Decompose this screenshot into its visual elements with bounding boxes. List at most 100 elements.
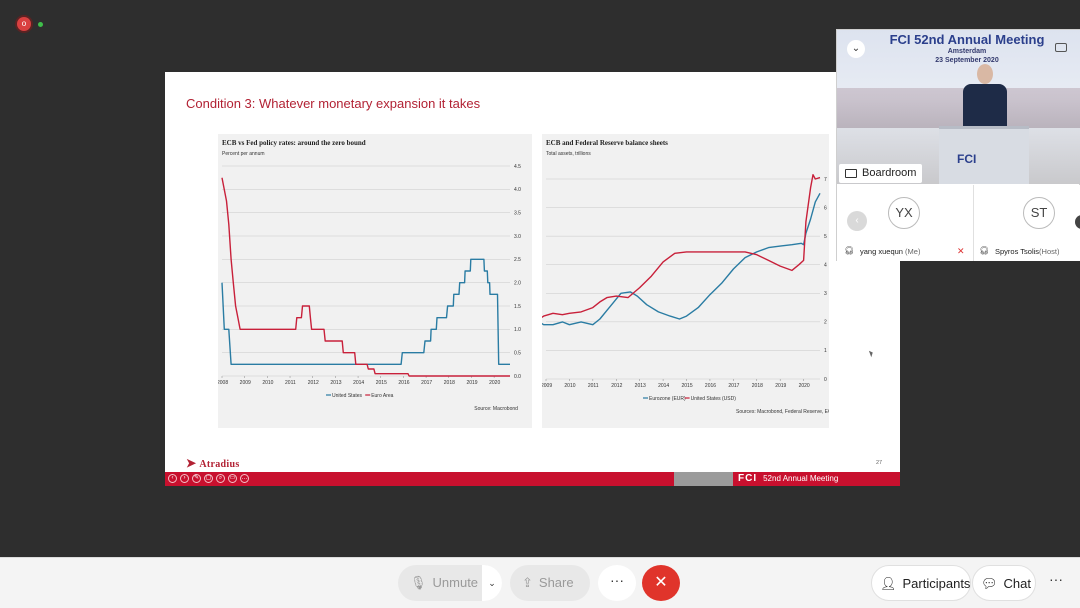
video-panel: FCI 52nd Annual Meeting Amsterdam 23 Sep… (836, 29, 1080, 261)
chat-label: Chat (1003, 576, 1031, 591)
x-tick-label: 2017 (728, 383, 739, 389)
share-label: Share (538, 575, 574, 590)
y-tick-label: 2 (824, 320, 827, 326)
x-tick-label: 2020 (799, 383, 810, 389)
x-tick-label: 2018 (752, 383, 763, 389)
chat-button[interactable]: 💬︎ Chat (972, 565, 1036, 601)
y-tick-label: 1.0 (514, 327, 521, 333)
headset-icon: 🎧︎ (979, 246, 990, 255)
series-line-a (542, 192, 821, 326)
status-dot-icon (38, 22, 43, 27)
unmute-button[interactable]: 🎙︎ Unmute ⌄ (398, 565, 502, 601)
y-tick-label: 7 (824, 177, 827, 183)
room-device-icon (845, 168, 857, 178)
next-slide-button[interactable]: › (180, 474, 189, 483)
series-line-b (221, 177, 510, 377)
footer-grey-block (674, 472, 733, 486)
page-number: 27 (876, 460, 883, 466)
banner-date: 23 September 2020 (935, 57, 999, 64)
participant-tiles: ‹ YX 🎧︎ yang xuequn (Me) ✕ ST 🎧︎ Spyros … (837, 185, 1080, 261)
y-tick-label: 2.0 (514, 280, 521, 286)
slide-footer-bar: ‹ › ✎ ▢ ⌕ ▭ … FCI 52nd Annual Meeting (165, 472, 900, 486)
speaker-head (977, 64, 993, 84)
chart-source: Sources: Macrobond, Federal Reserve, ECB (736, 409, 829, 415)
balance-sheets-chart: 0 1 2 3 4 5 6 7 2009 2010 2011 2012 2013 2014 2015 2016… (542, 134, 829, 428)
footer-brand-text: 52nd Annual Meeting (763, 474, 839, 483)
y-tick-label: 2.5 (514, 257, 521, 263)
speaker-video[interactable]: FCI 52nd Annual Meeting Amsterdam 23 Sep… (837, 30, 1080, 184)
more-options-button[interactable]: ··· (598, 565, 636, 601)
scroll-left-button[interactable]: ‹ (847, 211, 867, 231)
avatar[interactable]: ST (1023, 197, 1055, 229)
y-tick-label: 3.5 (514, 210, 521, 216)
backdrop-skyline (837, 88, 1080, 128)
x-tick-label: 2016 (398, 380, 409, 386)
chart-subtitle: Total assets, trillions (546, 151, 591, 157)
chevron-down-icon[interactable]: ⌄ (847, 40, 865, 58)
y-tick-label: 4 (824, 263, 827, 269)
x-tick-label: 2009 (542, 383, 552, 389)
minimize-icon[interactable] (1055, 43, 1067, 52)
x-tick-label: 2016 (705, 383, 716, 389)
series-line-b (542, 174, 821, 318)
x-tick-label: 2012 (308, 380, 319, 386)
y-tick-label: 5 (824, 234, 827, 240)
y-tick-label: 3 (824, 291, 827, 297)
record-icon[interactable]: o (17, 17, 31, 31)
event-banner: FCI 52nd Annual Meeting Amsterdam 23 Sep… (867, 32, 1067, 64)
slide-controls: ‹ › ✎ ▢ ⌕ ▭ … (168, 474, 249, 483)
x-tick-label: 2011 (285, 380, 296, 386)
muted-mic-icon: ✕ (957, 246, 965, 256)
participants-button[interactable]: 👤︎ Participants (871, 565, 971, 601)
y-tick-label: 4.0 (514, 187, 521, 193)
speaker-body (963, 84, 1007, 130)
room-name: Boardroom (862, 167, 917, 179)
person-icon: 👤︎ (880, 576, 897, 591)
x-tick-label: 2018 (444, 380, 455, 386)
end-call-button[interactable]: ✕ (642, 565, 680, 601)
policy-rates-chart-svg: 0.0 0.5 1.0 1.5 2.0 2.5 3.0 3.5 4.0 4.5 2008 2009 20… (218, 164, 521, 412)
fci-logo: FCI (738, 473, 758, 484)
participant-role: (Me) (905, 247, 921, 256)
legend-entry: United States (332, 393, 363, 399)
tile-divider (973, 185, 974, 261)
slides-overview-button[interactable]: ▢ (204, 474, 213, 483)
series-line-a (221, 258, 510, 365)
more-panels-button[interactable]: ··· (1049, 571, 1063, 587)
x-tick-label: 2008 (218, 380, 228, 386)
y-tick-label: 6 (824, 205, 827, 211)
share-icon: ⇪ (522, 575, 533, 590)
participant-name: Spyros Tsolis(Host) (995, 247, 1059, 256)
slide-more-button[interactable]: … (240, 474, 249, 483)
legend-entry: Eurozone (EUR) (649, 396, 686, 402)
x-tick-label: 2015 (376, 380, 387, 386)
room-label: Boardroom (839, 164, 923, 183)
banner-title: FCI 52nd Annual Meeting (889, 32, 1045, 47)
meeting-stage: o Condition 3: Whatever monetary expansi… (17, 17, 1080, 486)
legend-entry: Euro Area (371, 393, 393, 399)
y-tick-label: 4.5 (514, 164, 521, 170)
share-button[interactable]: ⇪ Share (510, 565, 590, 601)
subtitle-button[interactable]: ▭ (228, 474, 237, 483)
prev-slide-button[interactable]: ‹ (168, 474, 177, 483)
footer-brand: FCI 52nd Annual Meeting (738, 472, 838, 486)
avatar[interactable]: YX (888, 197, 920, 229)
participant-role: (Host) (1039, 247, 1060, 256)
lectern (939, 126, 1029, 184)
audio-options-button[interactable]: ⌄ (482, 565, 502, 601)
zoom-button[interactable]: ⌕ (216, 474, 225, 483)
y-tick-label: 1.5 (514, 304, 521, 310)
lectern-logo: FCI (957, 152, 977, 166)
x-tick-label: 2013 (330, 380, 341, 386)
atradius-logo: ➤ Atradius (186, 456, 240, 470)
scroll-right-button[interactable] (1075, 215, 1080, 229)
logo-text: Atradius (199, 459, 240, 470)
x-tick-label: 2015 (682, 383, 693, 389)
slide-title: Condition 3: Whatever monetary expansion… (186, 96, 481, 111)
x-tick-label: 2019 (466, 380, 477, 386)
shared-slide: Condition 3: Whatever monetary expansion… (165, 72, 900, 486)
pen-tool-button[interactable]: ✎ (192, 474, 201, 483)
y-tick-label: 3.0 (514, 234, 521, 240)
x-tick-label: 2009 (240, 380, 251, 386)
participant-name: yang xuequn (Me) (860, 247, 920, 256)
